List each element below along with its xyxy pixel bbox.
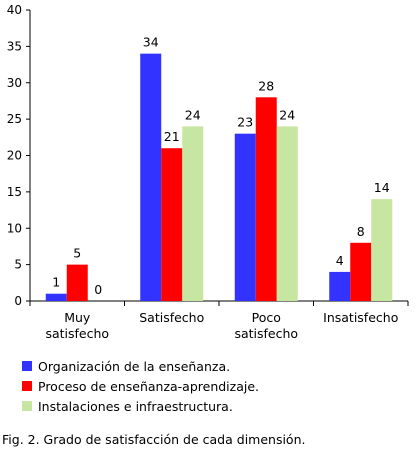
bar	[255, 97, 277, 301]
bar	[66, 264, 88, 301]
x-category-label: Muy	[64, 310, 91, 325]
y-tick-label: 25	[7, 112, 22, 126]
y-tick-label: 35	[7, 39, 22, 53]
data-label: 0	[94, 282, 102, 297]
x-category-label: Insatisfecho	[323, 310, 398, 325]
y-tick-label: 0	[14, 294, 22, 308]
data-label: 5	[73, 246, 81, 261]
y-tick-label: 15	[7, 185, 22, 199]
data-label: 24	[185, 107, 201, 122]
data-label: 4	[336, 253, 344, 268]
bar	[371, 199, 393, 301]
y-tick-label: 10	[7, 221, 22, 235]
bar	[45, 293, 67, 301]
bar	[276, 126, 298, 302]
data-label: 34	[143, 35, 159, 50]
figure-caption-text: Grado de satisfacción de cada dimensión.	[39, 432, 306, 447]
bar-chart: 0510152025303540150Muysatisfecho342124Sa…	[7, 3, 409, 341]
legend-item: Instalaciones e infraestructura.	[22, 396, 259, 416]
data-label: 21	[164, 129, 180, 144]
legend-swatch-series-1	[22, 361, 32, 371]
legend-item: Proceso de enseñanza-aprendizaje.	[22, 376, 259, 396]
bar	[140, 53, 162, 302]
x-category-label: Poco	[252, 310, 281, 325]
x-category-label: Satisfecho	[139, 310, 204, 325]
figure-caption: Fig. 2. Grado de satisfacción de cada di…	[2, 432, 305, 447]
figure-caption-label: Fig. 2.	[2, 432, 40, 447]
y-tick-label: 40	[7, 3, 22, 17]
bar	[234, 133, 256, 301]
y-tick-label: 5	[14, 258, 22, 272]
data-label: 8	[357, 224, 365, 239]
data-label: 14	[374, 180, 390, 195]
bar	[329, 271, 351, 301]
data-label: 28	[258, 78, 274, 93]
y-tick-label: 30	[7, 76, 22, 90]
legend-item: Organización de la enseñanza.	[22, 356, 259, 376]
legend-swatch-series-2	[22, 381, 32, 391]
x-category-label: satisfecho	[45, 326, 109, 341]
x-category-label: satisfecho	[234, 326, 298, 341]
bar	[161, 148, 183, 301]
legend-label-series-2: Proceso de enseñanza-aprendizaje.	[38, 378, 260, 394]
bar	[350, 242, 372, 301]
data-label: 24	[279, 107, 295, 122]
legend-label-series-1: Organización de la enseñanza.	[38, 358, 231, 374]
legend-swatch-series-3	[22, 401, 32, 411]
y-tick-label: 20	[7, 149, 22, 163]
data-label: 23	[237, 115, 253, 130]
legend: Organización de la enseñanza. Proceso de…	[22, 356, 259, 416]
legend-label-series-3: Instalaciones e infraestructura.	[38, 398, 233, 414]
bar	[182, 126, 204, 302]
data-label: 1	[52, 275, 60, 290]
